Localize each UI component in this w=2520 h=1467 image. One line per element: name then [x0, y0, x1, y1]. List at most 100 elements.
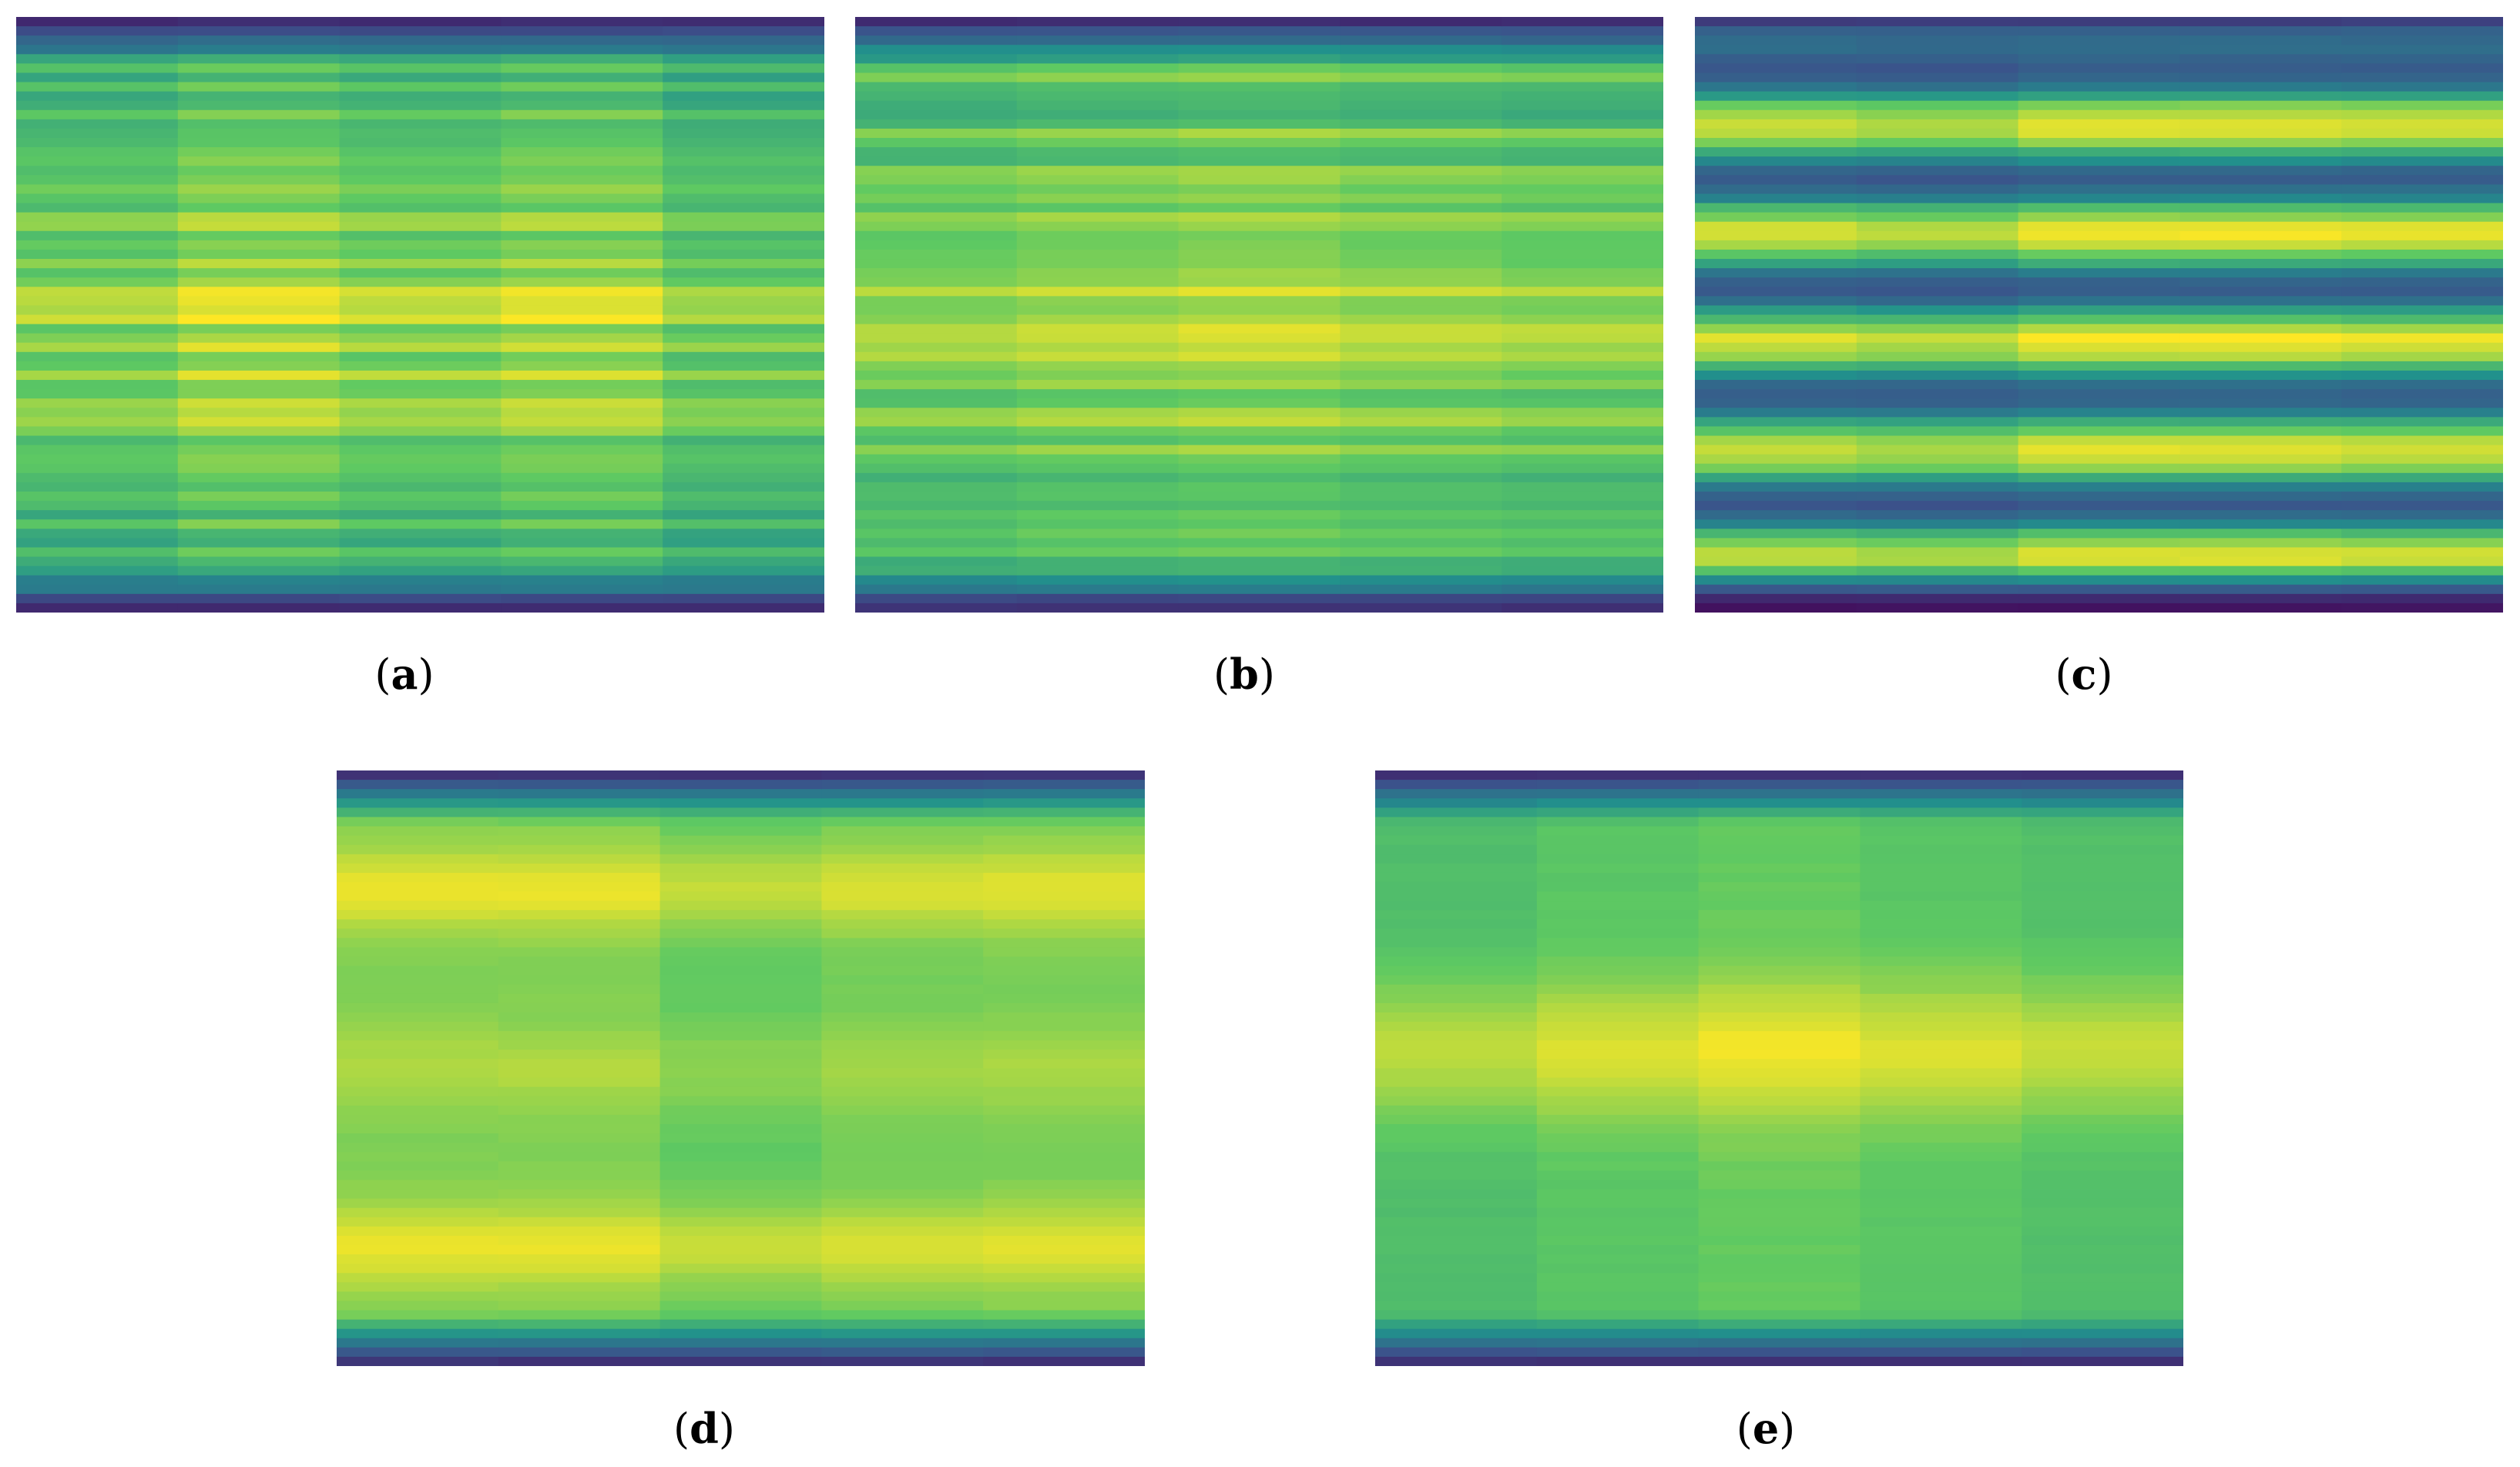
heatmap-b-cell — [1178, 463, 1341, 474]
heatmap-c-cell — [1695, 268, 1857, 278]
heatmap-c-cell — [2179, 166, 2342, 176]
heatmap-c-cell — [2018, 501, 2180, 511]
heatmap-d-cell — [983, 1105, 1145, 1116]
heatmap-b-cell — [1178, 249, 1341, 260]
heatmap-e-cell — [1536, 1207, 1700, 1218]
heatmap-c-cell — [1856, 361, 2019, 371]
heatmap-a-cell — [663, 63, 824, 74]
heatmap-e-cell — [1698, 1264, 1861, 1274]
heatmap-e-cell — [1375, 789, 1538, 799]
heatmap-c-cell — [2179, 296, 2342, 307]
heatmap-a-cell — [663, 109, 824, 120]
heatmap-b-cell — [855, 408, 1018, 418]
heatmap-c-cell — [2179, 519, 2342, 529]
heatmap-a-cell — [339, 370, 502, 381]
heatmap-a-cell — [339, 603, 502, 613]
heatmap-d-cell — [821, 881, 984, 892]
heatmap-b-cell — [855, 370, 1018, 381]
heatmap-e-cell — [1375, 947, 1538, 958]
heatmap-d-cell — [659, 938, 822, 948]
heatmap-c-cell — [2179, 268, 2342, 278]
heatmap-d-cell — [821, 1040, 984, 1050]
heatmap-d-cell — [498, 1189, 661, 1200]
heatmap-c-cell — [2179, 26, 2342, 36]
heatmap-c-cell — [1856, 472, 2019, 483]
heatmap-a-cell — [177, 305, 341, 316]
heatmap-d-cell — [337, 807, 499, 817]
heatmap-a-cell — [663, 472, 824, 483]
heatmap-e-cell — [2022, 984, 2183, 995]
heatmap-b-cell — [1340, 156, 1502, 166]
heatmap-d-cell — [498, 1161, 661, 1171]
heatmap-b-cell — [1340, 277, 1502, 287]
heatmap-b-cell — [1178, 426, 1341, 437]
heatmap-a-cell — [177, 212, 341, 223]
heatmap-c-cell — [2179, 333, 2342, 344]
heatmap-e-cell — [1536, 1012, 1700, 1022]
heatmap-d-cell — [659, 1170, 822, 1181]
heatmap-c-cell — [2341, 249, 2503, 260]
heatmap-b-cell — [855, 603, 1018, 613]
heatmap-a-cell — [501, 277, 663, 287]
heatmap-c-cell — [2179, 45, 2342, 55]
heatmap-d-cell — [821, 1031, 984, 1041]
heatmap-e-cell — [1698, 1114, 1861, 1125]
heatmap-e-cell — [1698, 1244, 1861, 1255]
heatmap-b-cell — [1502, 63, 1663, 74]
heatmap-e-cell — [1860, 891, 2022, 901]
heatmap-b-cell — [1502, 426, 1663, 437]
heatmap-d-cell — [337, 1328, 499, 1339]
heatmap-d-cell — [983, 1068, 1145, 1079]
heatmap-c-cell — [2341, 463, 2503, 474]
heatmap-d-cell — [821, 938, 984, 948]
heatmap-b-cell — [1340, 166, 1502, 176]
heatmap-d-cell — [983, 1114, 1145, 1125]
heatmap-a-cell — [663, 501, 824, 511]
heatmap-c-cell — [1695, 249, 1857, 260]
heatmap-a-cell — [501, 445, 663, 455]
heatmap-d-cell — [659, 1264, 822, 1274]
heatmap-e-cell — [1536, 1031, 1700, 1041]
heatmap-c-cell — [2179, 193, 2342, 204]
heatmap-a-cell — [16, 556, 179, 567]
heatmap-a-cell — [663, 259, 824, 269]
heatmap-d-cell — [337, 1356, 499, 1366]
heatmap-a-cell — [16, 408, 179, 418]
heatmap-e-cell — [1375, 1077, 1538, 1088]
heatmap-d-cell — [337, 1059, 499, 1069]
heatmap-a-cell — [177, 435, 341, 446]
heatmap-c-cell — [1695, 463, 1857, 474]
heatmap-d-cell — [498, 1049, 661, 1060]
heatmap-d-cell — [821, 928, 984, 939]
heatmap-c-cell — [2018, 119, 2180, 129]
heatmap-panel-a — [16, 17, 824, 613]
heatmap-c-cell — [2179, 389, 2342, 399]
heatmap-a-cell — [177, 203, 341, 213]
heatmap-e-cell — [1536, 789, 1700, 799]
heatmap-a-cell — [16, 519, 179, 529]
heatmap-e-cell — [1698, 1291, 1861, 1302]
heatmap-b-cell — [855, 203, 1018, 213]
heatmap-d-cell — [821, 1002, 984, 1013]
heatmap-e-cell — [1375, 1059, 1538, 1069]
heatmap-b-cell — [1340, 82, 1502, 92]
heatmap-d-cell — [337, 1114, 499, 1125]
heatmap-a-cell — [663, 584, 824, 595]
heatmap-e-cell — [1375, 910, 1538, 920]
heatmap-e-cell — [2022, 1207, 2183, 1218]
heatmap-b-cell — [1016, 221, 1179, 232]
heatmap-a-cell — [663, 593, 824, 604]
heatmap-a-cell — [16, 389, 179, 399]
heatmap-b-cell — [1340, 426, 1502, 437]
heatmap-b-cell — [1502, 324, 1663, 334]
heatmap-d-cell — [983, 1301, 1145, 1311]
heatmap-d-cell — [821, 835, 984, 846]
heatmap-d-cell — [498, 910, 661, 920]
heatmap-d-cell — [659, 1133, 822, 1143]
heatmap-e-cell — [1536, 854, 1700, 864]
heatmap-b-cell — [1502, 193, 1663, 204]
heatmap-c-cell — [1695, 296, 1857, 307]
heatmap-e-cell — [1698, 826, 1861, 837]
heatmap-b-cell — [1502, 175, 1663, 186]
heatmap-c-cell — [2018, 203, 2180, 213]
